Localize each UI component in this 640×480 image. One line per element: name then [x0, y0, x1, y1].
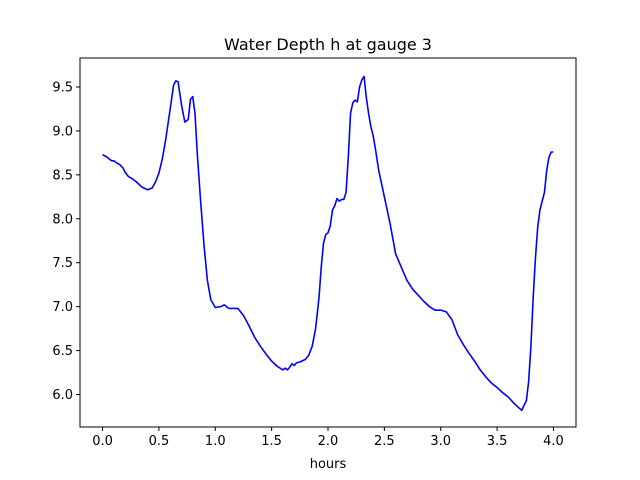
y-tick-label: 8.0 — [52, 212, 73, 227]
chart-title: Water Depth h at gauge 3 — [224, 35, 432, 54]
x-axis-label: hours — [310, 457, 347, 472]
x-tick-label: 0.0 — [92, 434, 113, 449]
y-tick-label: 9.5 — [52, 80, 73, 95]
x-tick-label: 2.0 — [318, 434, 339, 449]
x-tick-label: 3.0 — [430, 434, 451, 449]
x-tick-label: 1.5 — [261, 434, 282, 449]
series-line-0 — [102, 75, 554, 412]
x-tick-label: 0.5 — [149, 434, 170, 449]
x-tick-label: 3.5 — [487, 434, 508, 449]
plot-area: 0.0 0.5 1.0 1.5 2.0 2.5 3.0 3.5 4.0 6.0 6.5 7.0 7.5 8… — [52, 57, 577, 449]
y-tick-label: 6.0 — [52, 388, 73, 403]
y-tick-label: 7.5 — [52, 256, 73, 271]
y-tick-label: 8.5 — [52, 168, 73, 183]
x-tick-label: 4.0 — [543, 434, 564, 449]
x-tick-label: 1.0 — [205, 434, 226, 449]
y-tick-label: 9.0 — [52, 124, 73, 139]
y-tick-label: 7.0 — [52, 300, 73, 315]
y-tick-label: 6.5 — [52, 344, 73, 359]
x-tick-label: 2.5 — [374, 434, 395, 449]
